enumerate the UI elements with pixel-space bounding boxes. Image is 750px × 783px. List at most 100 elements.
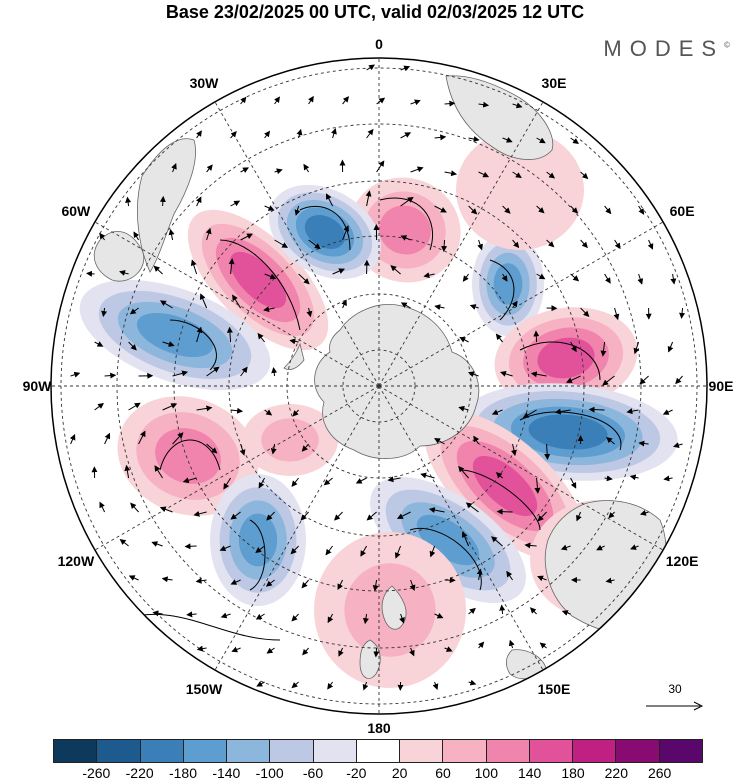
wind-vector-arrow xyxy=(560,544,571,551)
wind-vector-arrow xyxy=(256,681,265,687)
positive-anomaly xyxy=(155,428,221,484)
wind-vector-arrow xyxy=(606,436,615,445)
wind-vector-arrow xyxy=(539,642,547,649)
wind-vector-arrow xyxy=(270,443,277,455)
wind-vector-arrow xyxy=(271,367,278,377)
wind-vector-arrow xyxy=(662,409,673,415)
wind-vector-arrow xyxy=(400,196,414,207)
wind-vector-arrow xyxy=(301,443,309,452)
wind-vector-arrow xyxy=(633,341,640,355)
wind-vector-arrow xyxy=(478,171,490,178)
wind-vector-arrow xyxy=(600,341,607,357)
wind-vector-arrow xyxy=(104,372,117,379)
wind-vector-arrow xyxy=(444,100,456,107)
wind-vector-arrow xyxy=(461,531,470,547)
streamline xyxy=(459,469,541,531)
wind-vector-arrow xyxy=(159,195,166,207)
graticule xyxy=(51,58,707,714)
wind-vector-arrow xyxy=(604,475,613,482)
wind-vector-arrow xyxy=(360,545,368,557)
wind-vector-arrow xyxy=(294,205,301,216)
colorbar-tick-label: 260 xyxy=(647,765,672,781)
wind-vector-arrow xyxy=(508,639,515,649)
wind-vector-arrow xyxy=(546,239,555,248)
wind-vector-arrow xyxy=(376,160,385,173)
wind-vector-arrow xyxy=(500,370,513,377)
wind-vector-arrow xyxy=(365,190,372,207)
wind-vector-arrow xyxy=(154,465,164,479)
wind-vector-arrow xyxy=(292,409,299,417)
longitude-label: 90E xyxy=(709,378,734,394)
colorbar-swatch xyxy=(97,739,141,763)
wind-vector-arrow xyxy=(458,465,469,479)
wind-vector-arrow xyxy=(230,511,241,520)
wind-vector-arrow xyxy=(372,579,379,592)
wind-vector-arrow xyxy=(441,239,448,252)
wind-vector-arrow xyxy=(434,304,445,311)
wind-vector-arrow xyxy=(387,476,401,483)
negative-anomaly xyxy=(493,263,523,305)
wind-vector-arrow xyxy=(232,294,242,309)
wind-vector-arrow xyxy=(432,681,439,690)
wind-vector-arrow xyxy=(536,137,546,144)
latitude-circle xyxy=(116,123,642,649)
map-title: Base 23/02/2025 00 UTC, valid 02/03/2025… xyxy=(165,2,585,22)
longitude-label: 60W xyxy=(61,203,91,219)
wind-vector-arrow xyxy=(290,545,299,555)
wind-vector-arrow xyxy=(465,502,479,513)
wind-vector-arrow xyxy=(522,409,537,419)
longitude-labels: 0 30E 60E 90E 120E 150E 180 150W 120W 90W 60W 30W xyxy=(23,36,734,736)
wind-vector-arrow xyxy=(332,268,346,275)
longitude-label: 180 xyxy=(367,720,391,736)
wind-vector-arrow xyxy=(596,544,605,551)
wind-vector-arrow xyxy=(196,130,202,139)
wind-vector-arrow xyxy=(195,196,202,207)
wind-vector-arrow xyxy=(462,273,469,282)
wind-vector-arrow xyxy=(162,341,175,347)
wind-vector-arrow xyxy=(263,306,275,313)
wind-vector-arrow xyxy=(240,366,248,377)
wind-vector-arrow xyxy=(264,273,277,280)
colorbar-swatch xyxy=(616,739,660,763)
meridian-line xyxy=(378,101,544,387)
wind-vector-arrow xyxy=(469,304,479,310)
wind-vector-arrow xyxy=(477,239,483,251)
vector-scale-arrow xyxy=(646,701,704,711)
modes-logo: MODES© xyxy=(603,36,730,62)
colorbar-tick-label: -260 xyxy=(82,765,111,781)
wind-vector-arrow xyxy=(420,472,435,479)
wind-vector-arrow xyxy=(614,239,621,250)
colorbar-tick-label: 140 xyxy=(517,765,542,781)
wind-vector-arrow xyxy=(554,408,571,415)
wind-vector-arrow xyxy=(264,205,275,211)
wind-vector-arrow xyxy=(228,258,235,275)
wind-vector-arrow xyxy=(394,545,402,559)
wind-vector-arrow xyxy=(570,477,577,489)
wind-vector-arrow xyxy=(468,136,480,142)
wind-vector-arrow xyxy=(588,406,605,413)
wind-vector-arrow xyxy=(637,273,644,285)
streamline xyxy=(159,439,221,471)
wind-vector-arrow xyxy=(308,239,321,250)
positive-anomaly xyxy=(379,205,431,255)
landmass xyxy=(283,342,305,370)
wind-vector-arrow xyxy=(231,646,241,653)
wind-vector-arrow xyxy=(400,302,411,309)
wind-vector-arrow xyxy=(255,545,265,554)
wind-vector-arrow xyxy=(159,506,173,513)
wind-vector-arrow xyxy=(630,544,639,550)
wind-vector-arrow xyxy=(502,205,511,214)
wind-vector-arrow xyxy=(468,205,478,215)
wind-vector-arrow xyxy=(512,102,523,109)
wind-vector-arrow xyxy=(128,341,137,351)
wind-vector-arrow xyxy=(434,134,447,141)
wind-vector-arrow xyxy=(230,131,237,139)
vector-scale-label: 30 xyxy=(668,682,682,696)
wind-vector-arrow xyxy=(133,231,140,241)
wind-vector-arrow xyxy=(373,647,380,658)
colorbar-tick-label: -60 xyxy=(302,765,324,781)
colorbar-tick-label: 220 xyxy=(604,765,629,781)
colorbar-tick-label: -140 xyxy=(212,765,241,781)
meridian-line xyxy=(94,221,380,387)
wind-vector-arrow xyxy=(362,681,369,691)
